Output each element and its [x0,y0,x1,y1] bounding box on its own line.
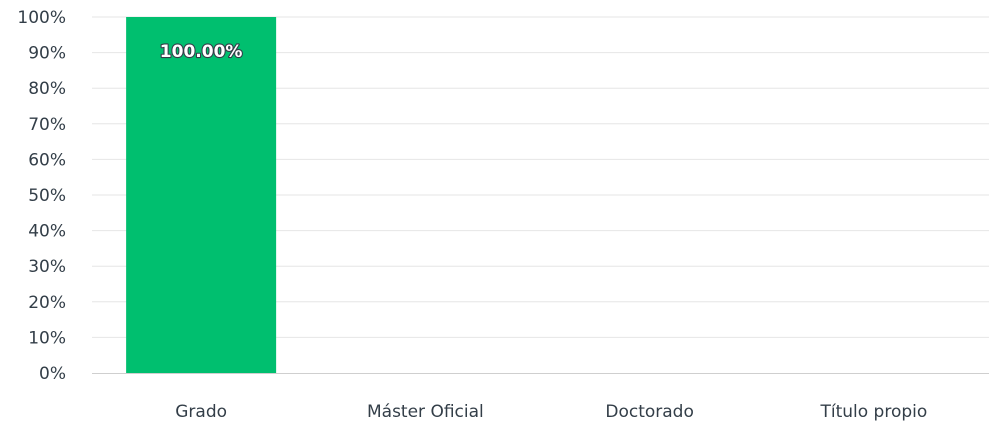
x-tick-label: Título propio [819,402,927,422]
data-label: 100.00% [160,42,243,62]
bar [126,17,277,373]
y-tick-label: 0% [39,364,66,384]
x-tick-label: Grado [175,402,227,422]
bar-data-labels: 100.00% [159,41,244,63]
y-tick-label: 100% [17,8,66,28]
y-tick-label: 50% [28,186,66,206]
y-tick-label: 70% [28,115,66,135]
y-tick-label: 40% [28,222,66,242]
x-axis-category-labels: Grado Máster Oficial Doctorado Título propi… [175,402,927,422]
x-tick-label: Doctorado [605,402,694,422]
y-tick-label: 90% [28,44,66,64]
y-tick-label: 30% [28,257,66,277]
y-tick-label: 10% [28,328,66,348]
x-tick-label: Máster Oficial [367,402,484,422]
y-axis-tick-labels: 0% 10% 20% 30% 40% 50% 60% 70% 80% 90% 100% [17,8,66,384]
y-tick-label: 60% [28,150,66,170]
y-tick-label: 20% [28,293,66,313]
y-tick-label: 80% [28,79,66,99]
bars [126,17,277,373]
